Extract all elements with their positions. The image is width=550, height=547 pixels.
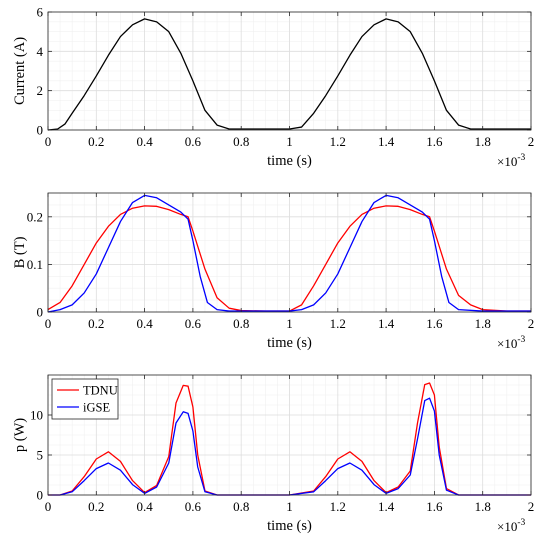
x-exponent-label: ×10-3 <box>497 518 526 534</box>
x-tick-label: 0.8 <box>233 316 249 331</box>
x-tick-label: 0.8 <box>233 499 249 514</box>
x-tick-label: 1.6 <box>426 316 443 331</box>
x-tick-label: 2 <box>528 499 535 514</box>
x-tick-label: 0.8 <box>233 134 249 149</box>
x-tick-label: 1.6 <box>426 134 443 149</box>
x-tick-label: 2 <box>528 134 535 149</box>
x-tick-label: 0.6 <box>185 134 202 149</box>
x-tick-label: 0.4 <box>136 134 153 149</box>
y-tick-label: 0 <box>37 123 44 138</box>
x-exponent-label: ×10-3 <box>497 153 526 169</box>
x-tick-label: 1.2 <box>330 499 346 514</box>
x-tick-label: 0.4 <box>136 316 153 331</box>
x-axis-label: time (s) <box>267 153 312 169</box>
x-axis-label: time (s) <box>267 335 312 351</box>
x-tick-label: 1.8 <box>475 134 491 149</box>
y-tick-label: 0 <box>37 488 44 503</box>
x-tick-label: 1.4 <box>378 316 395 331</box>
x-tick-label: 0.2 <box>88 316 104 331</box>
y-axis-label: B (T) <box>12 236 28 268</box>
x-tick-label: 1.2 <box>330 316 346 331</box>
chart-panel-1: 0 0.2 0.4 0.6 0.8 1 1.2 1.4 1.6 1.8 2 0 2 4 6 time (s) C… <box>12 5 534 170</box>
x-axis-label: time (s) <box>267 518 312 534</box>
x-tick-label: 1.4 <box>378 499 395 514</box>
x-tick-label: 0.6 <box>185 499 202 514</box>
legend-box <box>51 378 119 420</box>
y-axis-label: p (W) <box>12 418 28 452</box>
legend-label-tdnu: TDNU <box>83 384 118 398</box>
legend: TDNU iGSE <box>51 378 119 420</box>
x-tick-label: 1.4 <box>378 134 395 149</box>
y-tick-label: 2 <box>37 83 44 98</box>
gridlines <box>47 374 532 496</box>
y-tick-label: 4 <box>37 44 44 59</box>
x-exponent-label: ×10-3 <box>497 335 526 351</box>
x-tick-label: 0.2 <box>88 499 104 514</box>
gridlines <box>47 11 532 131</box>
x-tick-label: 0.2 <box>88 134 104 149</box>
series-line-1 <box>47 18 531 131</box>
y-axis-label: Current (A) <box>12 37 28 105</box>
chart-panel-3: 0 0.2 0.4 0.6 0.8 1 1.2 1.4 1.6 1.8 2 0 5 10 time (s) p… <box>12 374 535 534</box>
y-tick-label: 10 <box>30 408 43 423</box>
y-tick-label: 5 <box>37 448 44 463</box>
x-tick-label: 0.4 <box>136 499 153 514</box>
x-tick-label: 1 <box>286 499 293 514</box>
x-tick-label: 1.8 <box>475 316 491 331</box>
y-tick-label: 6 <box>37 5 44 20</box>
x-tick-label: 1.8 <box>475 499 491 514</box>
series-line-2 <box>47 194 531 313</box>
x-tick-label: 1 <box>286 134 293 149</box>
x-tick-label: 0 <box>45 499 52 514</box>
x-tick-label: 0 <box>45 134 52 149</box>
x-tick-label: 0.6 <box>185 316 202 331</box>
x-tick-label: 1.6 <box>426 499 443 514</box>
legend-label-igse: iGSE <box>83 401 110 415</box>
chart-panel-2: 0 0.2 0.4 0.6 0.8 1 1.2 1.4 1.6 1.8 2 0 0.1 0.2 time (… <box>12 192 535 351</box>
x-tick-label: 1 <box>286 316 293 331</box>
x-tick-label: 1.2 <box>330 134 346 149</box>
x-tick-label: 0 <box>45 316 52 331</box>
y-tick-label: 0 <box>37 305 44 320</box>
y-tick-label: 0.1 <box>27 257 43 272</box>
y-tick-label: 0.2 <box>27 209 43 224</box>
x-tick-label: 2 <box>528 316 535 331</box>
